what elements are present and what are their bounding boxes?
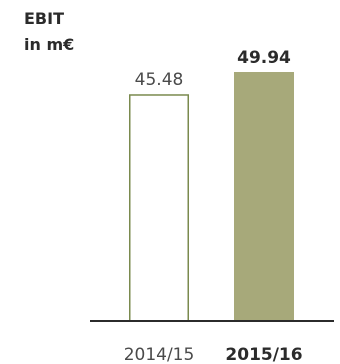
bar-2015-16 [234,72,294,321]
value-label-2015-16: 49.94 [237,48,291,68]
category-label-2014-15: 2014/15 [124,345,195,364]
bar-2014-15 [129,94,189,322]
chart-title: EBIT [24,9,64,28]
chart-title-block: EBIT in m€ [24,6,74,58]
value-label-2014-15: 45.48 [135,70,184,90]
category-label-2015-16: 2015/16 [225,345,302,364]
chart-subtitle: in m€ [24,35,75,54]
